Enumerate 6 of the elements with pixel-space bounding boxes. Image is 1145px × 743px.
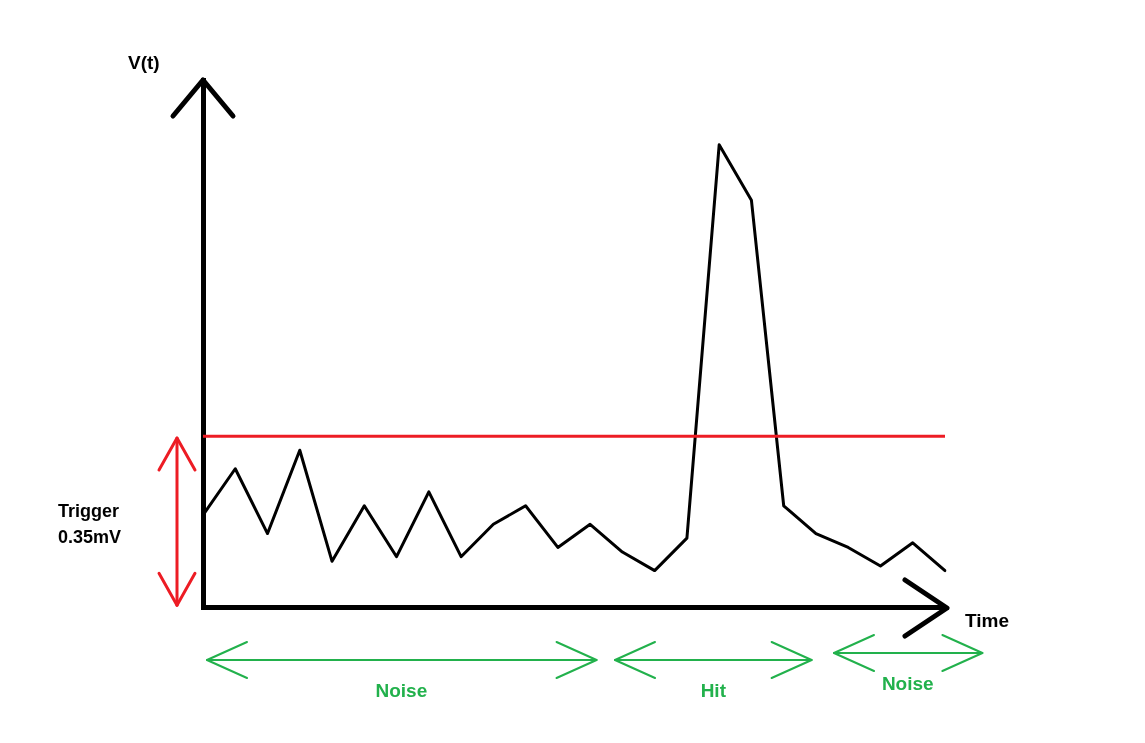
text: Noise: [881, 672, 934, 695]
text: Trigger 0.35mV: [58, 499, 123, 549]
text: Hit: [700, 679, 726, 702]
x-axis-title: Time: [965, 609, 1010, 632]
y-axis-title: V(t): [128, 52, 160, 74]
text: Noise: [375, 679, 428, 702]
